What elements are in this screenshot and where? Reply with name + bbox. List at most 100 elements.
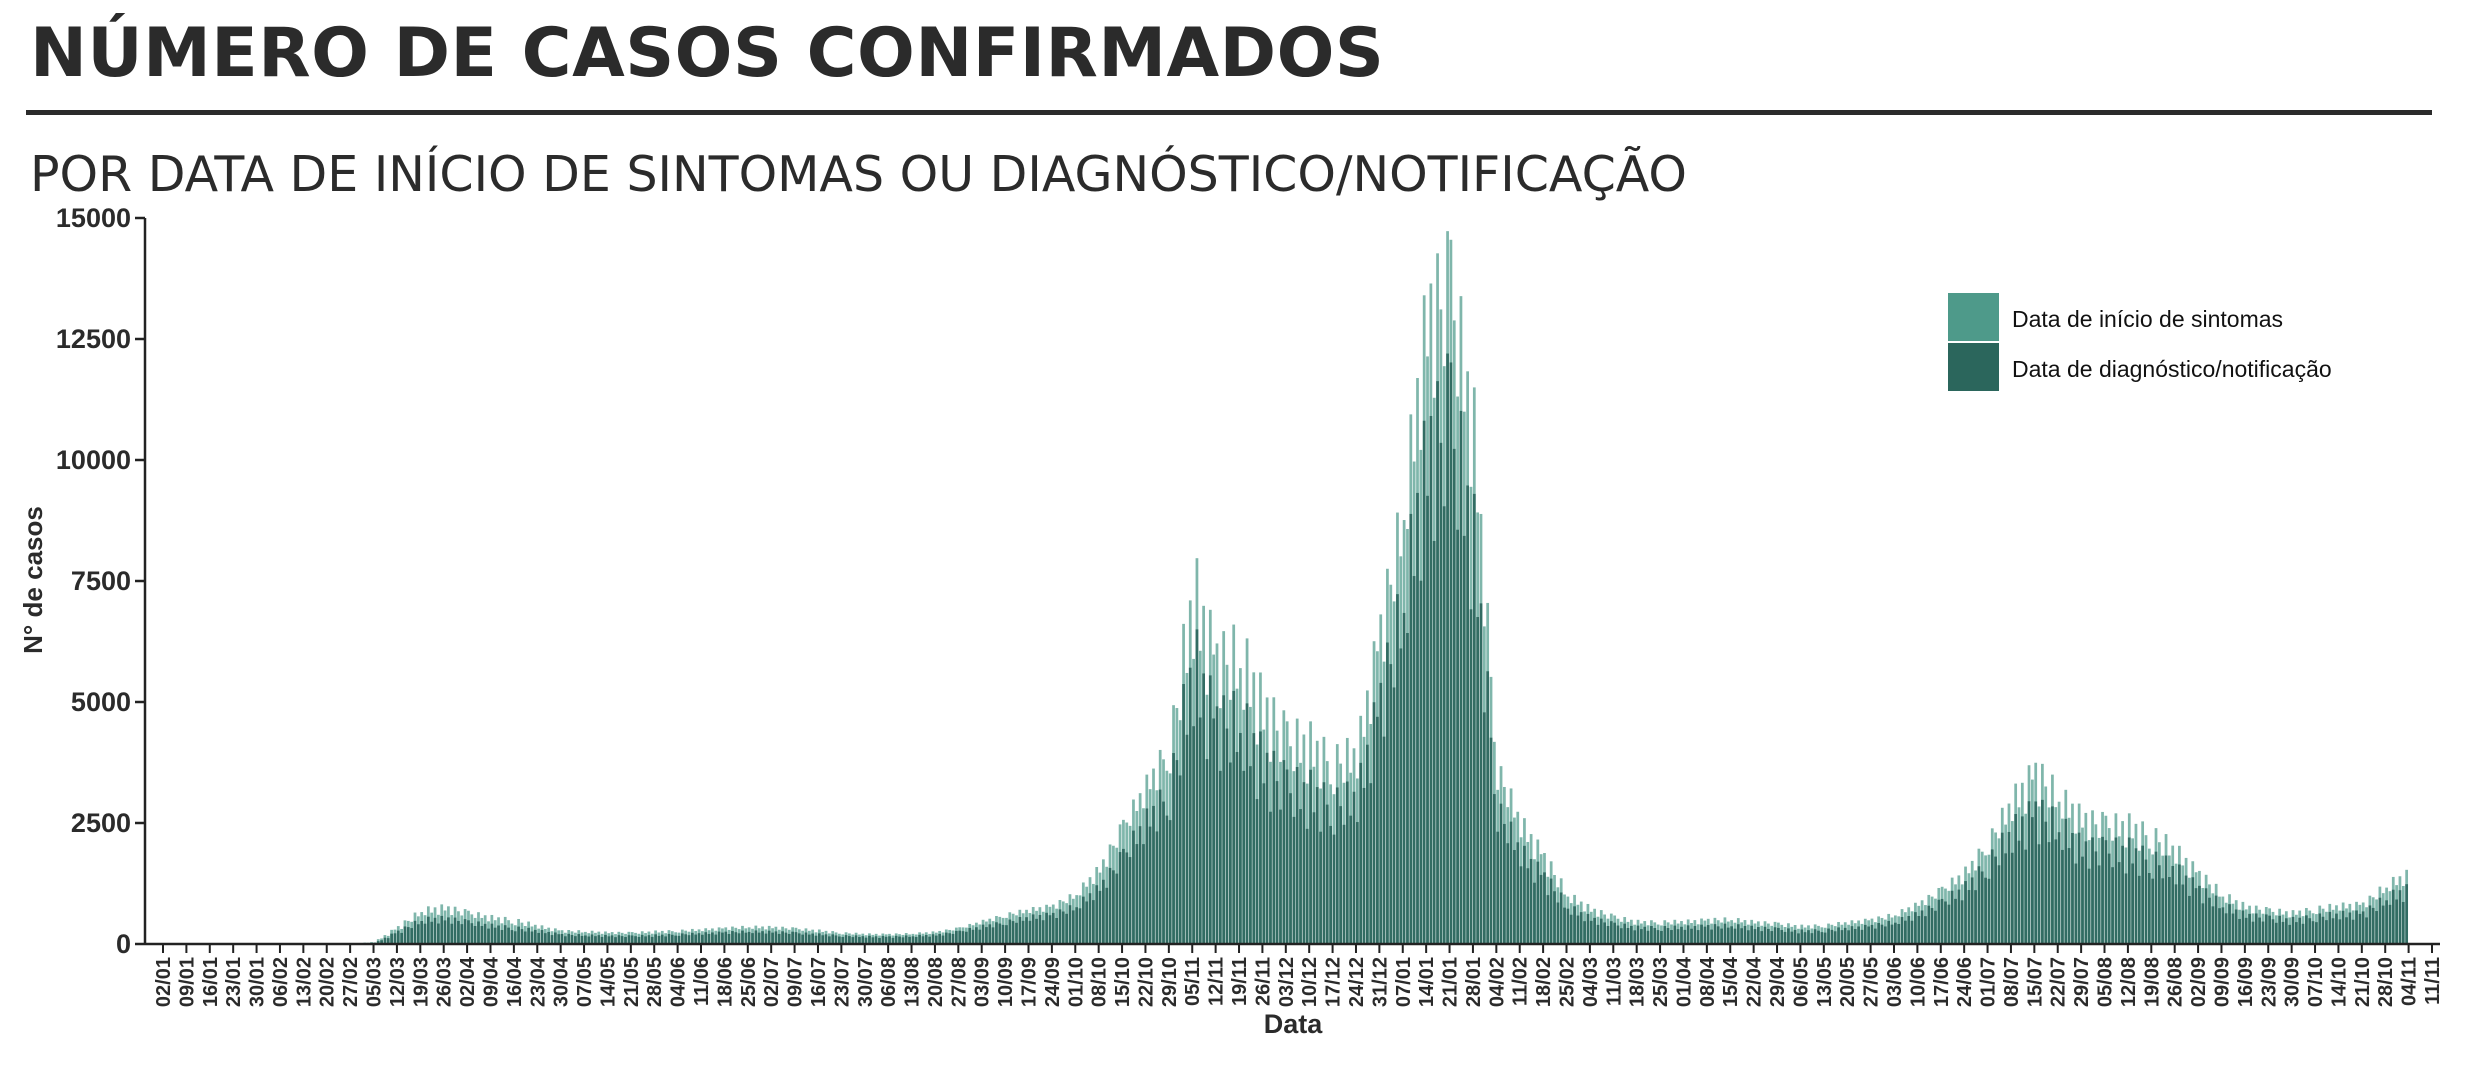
diagnosis-bar: [1305, 828, 1309, 944]
diagnosis-bar: [704, 932, 708, 944]
diagnosis-bar: [1041, 920, 1045, 944]
x-tick-label: 07/05: [574, 957, 596, 1007]
diagnosis-bar: [1526, 868, 1530, 944]
diagnosis-bar: [1883, 926, 1887, 944]
diagnosis-bar: [1827, 928, 1830, 944]
diagnosis-bar: [1289, 793, 1292, 944]
diagnosis-bar: [2405, 884, 2409, 944]
diagnosis-bar: [2107, 853, 2111, 944]
diagnosis-bar: [995, 922, 998, 944]
diagnosis-bar: [1115, 873, 1119, 944]
x-tick-label: 27/05: [1861, 957, 1883, 1007]
diagnosis-bar: [2171, 865, 2175, 944]
diagnosis-bar: [794, 932, 798, 944]
diagnosis-bar: [1673, 925, 1677, 944]
diagnosis-bar: [1743, 926, 1747, 944]
diagnosis-bar: [1098, 890, 1102, 944]
x-tick-label: 02/09: [2188, 957, 2210, 1007]
diagnosis-bar: [1366, 744, 1369, 944]
diagnosis-bar: [564, 936, 567, 944]
diagnosis-bar: [701, 934, 704, 944]
diagnosis-bar: [2137, 875, 2141, 944]
diagnosis-bar: [1091, 900, 1095, 944]
x-tick-label: 01/07: [1978, 957, 2000, 1007]
diagnosis-bar: [1573, 906, 1576, 944]
diagnosis-bar: [904, 935, 908, 944]
diagnosis-bar: [1215, 706, 1219, 944]
diagnosis-bar: [2014, 814, 2018, 944]
x-tick-label: 08/07: [2001, 957, 2023, 1007]
diagnosis-bar: [1379, 682, 1383, 944]
diagnosis-bar: [1025, 917, 1028, 944]
diagnosis-bar: [1001, 924, 1005, 944]
diagnosis-bar: [1235, 751, 1239, 944]
diagnosis-bar: [403, 926, 407, 944]
diagnosis-bar: [2020, 816, 2024, 944]
diagnosis-bar: [2081, 856, 2084, 944]
diagnosis-bar: [1997, 865, 2001, 944]
diagnosis-bar: [1787, 928, 1790, 944]
diagnosis-bar: [1075, 907, 1079, 944]
diagnosis-bar: [1890, 924, 1894, 944]
x-tick-label: 29/07: [2071, 957, 2093, 1007]
diagnosis-bar: [457, 920, 460, 944]
diagnosis-bar: [1262, 783, 1266, 944]
diagnosis-bar: [1559, 892, 1563, 944]
diagnosis-bar: [1773, 927, 1777, 944]
diagnosis-bar: [1990, 849, 1994, 944]
diagnosis-bar: [1706, 925, 1710, 944]
diagnosis-bar: [1175, 760, 1179, 944]
diagnosis-bar: [1182, 684, 1185, 944]
diagnosis-bar: [637, 936, 641, 944]
diagnosis-bar: [1078, 908, 1082, 944]
diagnosis-bar: [1249, 766, 1252, 944]
diagnosis-bar: [2114, 837, 2118, 944]
diagnosis-bar: [1817, 930, 1820, 944]
diagnosis-bar: [423, 923, 427, 944]
diagnosis-bar: [680, 933, 684, 944]
diagnosis-bar: [570, 935, 574, 944]
diagnosis-bar: [674, 935, 678, 944]
diagnosis-bar: [1128, 857, 1132, 944]
diagnosis-bar: [667, 933, 671, 944]
x-tick-label: 29/10: [1159, 957, 1181, 1007]
diagnosis-bar: [1523, 845, 1526, 944]
diagnosis-bar: [741, 930, 744, 944]
diagnosis-bar: [2331, 918, 2335, 944]
diagnosis-bar: [2378, 897, 2382, 944]
diagnosis-bar: [1767, 928, 1770, 944]
diagnosis-bar: [1229, 762, 1232, 944]
diagnosis-bar: [2228, 904, 2231, 944]
diagnosis-bar: [1703, 926, 1707, 944]
x-tick-label: 14/10: [2328, 957, 2350, 1007]
diagnosis-bar: [1085, 901, 1089, 944]
diagnosis-bar: [1436, 381, 1439, 944]
diagnosis-bar: [497, 925, 500, 944]
diagnosis-bar: [878, 937, 881, 944]
x-tick-label: 09/01: [176, 957, 198, 1007]
diagnosis-bar: [1800, 929, 1804, 944]
diagnosis-bar: [1763, 926, 1767, 944]
diagnosis-bar: [1496, 831, 1500, 944]
diagnosis-bar: [2348, 912, 2352, 944]
diagnosis-bar: [617, 935, 621, 944]
diagnosis-bar: [2184, 875, 2188, 944]
diagnosis-bar: [1459, 410, 1463, 944]
diagnosis-bar: [1599, 918, 1603, 944]
diagnosis-bar: [480, 926, 484, 944]
diagnosis-bar: [1613, 922, 1617, 944]
diagnosis-bar: [1392, 687, 1396, 944]
diagnosis-bar: [2388, 904, 2392, 944]
diagnosis-bar: [1108, 867, 1112, 944]
diagnosis-bar: [1135, 844, 1139, 944]
diagnosis-bar: [1429, 415, 1433, 944]
x-tick-label: 19/08: [2141, 957, 2163, 1007]
diagnosis-bar: [600, 936, 604, 944]
diagnosis-bar: [911, 936, 915, 944]
diagnosis-bar: [386, 938, 390, 944]
diagnosis-bar: [1619, 928, 1623, 944]
x-tick-label: 09/09: [2212, 957, 2234, 1007]
x-tick-label: 12/11: [1206, 957, 1228, 1006]
diagnosis-bar: [807, 934, 811, 944]
x-tick-label: 23/04: [527, 956, 549, 1007]
